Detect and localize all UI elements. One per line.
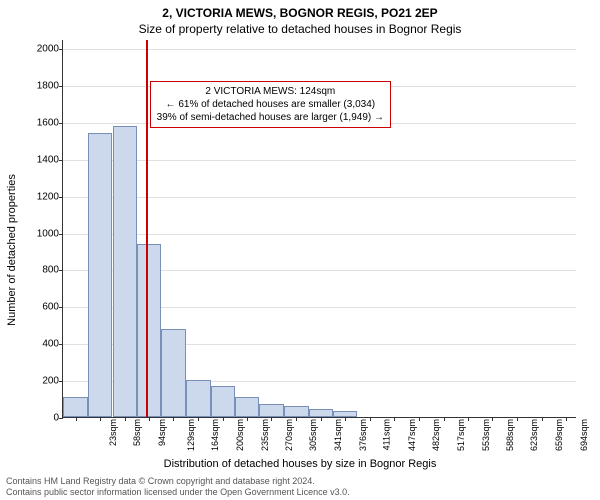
xtick-label: 517sqm xyxy=(454,419,466,451)
xtick-label: 129sqm xyxy=(184,419,196,451)
xtick-label: 482sqm xyxy=(429,419,441,451)
xtick-mark xyxy=(100,417,101,421)
xtick-mark xyxy=(321,417,322,421)
xtick-mark xyxy=(247,417,248,421)
xtick-label: 411sqm xyxy=(379,419,391,450)
xtick-label: 341sqm xyxy=(331,419,343,451)
xtick-mark xyxy=(271,417,272,421)
xtick-mark xyxy=(394,417,395,421)
xtick-mark xyxy=(419,417,420,421)
ytick-label: 1000 xyxy=(37,228,63,239)
xtick-label: 376sqm xyxy=(356,419,368,451)
xtick-label: 447sqm xyxy=(405,419,417,451)
gridline-h xyxy=(63,160,576,161)
histogram-bar xyxy=(186,380,210,417)
ytick-label: 400 xyxy=(42,339,63,350)
xtick-label: 200sqm xyxy=(233,419,245,451)
gridline-h xyxy=(63,49,576,50)
footer-attribution: Contains HM Land Registry data © Crown c… xyxy=(6,476,350,498)
xtick-mark xyxy=(468,417,469,421)
ytick-label: 200 xyxy=(42,376,63,387)
chart-title-main: 2, VICTORIA MEWS, BOGNOR REGIS, PO21 2EP xyxy=(0,0,600,20)
ytick-label: 600 xyxy=(42,302,63,313)
xtick-label: 58sqm xyxy=(130,419,142,446)
histogram-bar xyxy=(88,133,112,417)
annotation-line: 39% of semi-detached houses are larger (… xyxy=(157,111,384,124)
ytick-label: 800 xyxy=(42,265,63,276)
xtick-mark xyxy=(296,417,297,421)
histogram-bar xyxy=(137,244,161,417)
footer-line-1: Contains HM Land Registry data © Crown c… xyxy=(6,476,350,487)
xtick-label: 235sqm xyxy=(258,419,270,451)
annotation-box: 2 VICTORIA MEWS: 124sqm← 61% of detached… xyxy=(150,81,391,128)
histogram-bar xyxy=(161,329,185,418)
xtick-mark xyxy=(198,417,199,421)
xtick-label: 553sqm xyxy=(479,419,491,451)
plot-area: 020040060080010001200140016001800200023s… xyxy=(62,40,576,418)
xtick-mark xyxy=(444,417,445,421)
xtick-mark xyxy=(76,417,77,421)
histogram-bar xyxy=(284,406,308,417)
y-axis-label: Number of detached properties xyxy=(6,174,18,326)
annotation-line: 2 VICTORIA MEWS: 124sqm xyxy=(157,85,384,98)
gridline-h xyxy=(63,234,576,235)
xtick-mark xyxy=(517,417,518,421)
ytick-label: 0 xyxy=(53,413,63,424)
xtick-mark xyxy=(223,417,224,421)
xtick-mark xyxy=(345,417,346,421)
ytick-label: 1400 xyxy=(37,154,63,165)
ytick-label: 1200 xyxy=(37,191,63,202)
xtick-mark xyxy=(125,417,126,421)
xtick-mark xyxy=(542,417,543,421)
xtick-mark xyxy=(173,417,174,421)
ytick-label: 1600 xyxy=(37,117,63,128)
xtick-label: 659sqm xyxy=(552,419,564,451)
xtick-label: 94sqm xyxy=(155,419,167,446)
xtick-label: 270sqm xyxy=(282,419,294,451)
ytick-label: 1800 xyxy=(37,81,63,92)
histogram-bar xyxy=(63,397,87,417)
xtick-label: 694sqm xyxy=(577,419,589,451)
xtick-label: 588sqm xyxy=(503,419,515,451)
histogram-bar xyxy=(235,397,259,417)
x-axis-label: Distribution of detached houses by size … xyxy=(0,458,600,470)
histogram-bar xyxy=(259,404,283,417)
xtick-label: 623sqm xyxy=(527,419,539,451)
xtick-mark xyxy=(149,417,150,421)
xtick-label: 305sqm xyxy=(306,419,318,451)
xtick-mark xyxy=(492,417,493,421)
reference-vline xyxy=(146,40,148,417)
gridline-h xyxy=(63,197,576,198)
histogram-bar xyxy=(211,386,235,417)
ytick-label: 2000 xyxy=(37,44,63,55)
xtick-mark xyxy=(370,417,371,421)
xtick-mark xyxy=(566,417,567,421)
chart-title-sub: Size of property relative to detached ho… xyxy=(0,20,600,36)
histogram-bar xyxy=(309,409,333,417)
histogram-bar xyxy=(113,126,137,417)
xtick-label: 164sqm xyxy=(208,419,220,451)
annotation-line: ← 61% of detached houses are smaller (3,… xyxy=(157,98,384,111)
xtick-label: 23sqm xyxy=(106,419,118,446)
chart-container: 2, VICTORIA MEWS, BOGNOR REGIS, PO21 2EP… xyxy=(0,0,600,500)
footer-line-2: Contains public sector information licen… xyxy=(6,487,350,498)
